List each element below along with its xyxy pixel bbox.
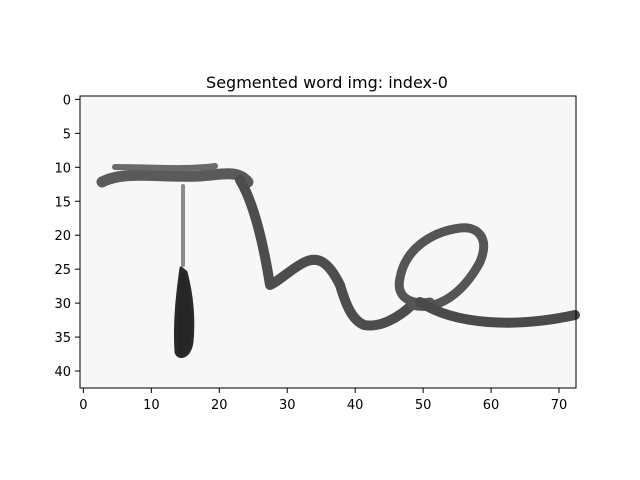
image-area [79,95,580,389]
y-tick-label: 25 [54,263,71,278]
y-tick-label: 5 [63,127,71,142]
handwritten-word-image [96,163,580,359]
x-tick-label: 50 [415,398,432,413]
y-tick-label: 0 [63,93,71,108]
y-tick-label: 40 [54,365,71,380]
x-tick-label: 30 [279,398,296,413]
x-tick-label: 0 [79,398,87,413]
x-tick-label: 70 [551,398,568,413]
y-axis: 0 5 10 15 20 25 30 35 40 [54,93,80,380]
x-tick-label: 60 [483,398,500,413]
x-tick-label: 40 [347,398,364,413]
figure-title: Segmented word img: index-0 [206,73,448,92]
y-tick-label: 30 [54,297,71,312]
y-tick-label: 10 [54,161,71,176]
x-tick-label: 10 [143,398,160,413]
x-tick-label: 20 [211,398,228,413]
x-axis: 0 10 20 30 40 50 60 70 [79,388,567,413]
y-tick-label: 15 [54,195,71,210]
y-tick-label: 20 [54,229,71,244]
y-tick-label: 35 [54,331,71,346]
